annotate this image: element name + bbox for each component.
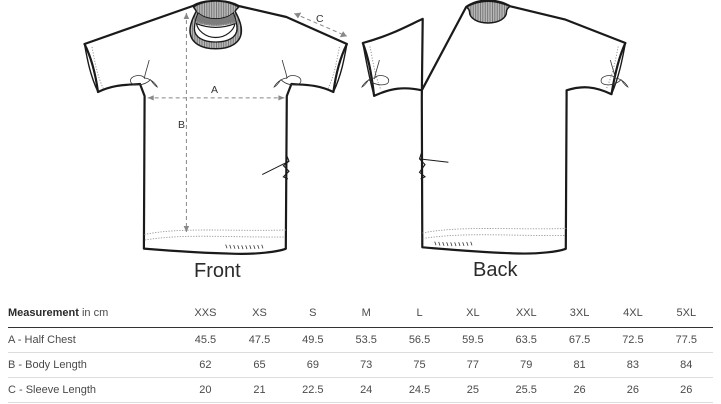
svg-text:A: A: [211, 84, 218, 96]
svg-text:B: B: [178, 119, 185, 131]
svg-text:C: C: [316, 13, 324, 25]
